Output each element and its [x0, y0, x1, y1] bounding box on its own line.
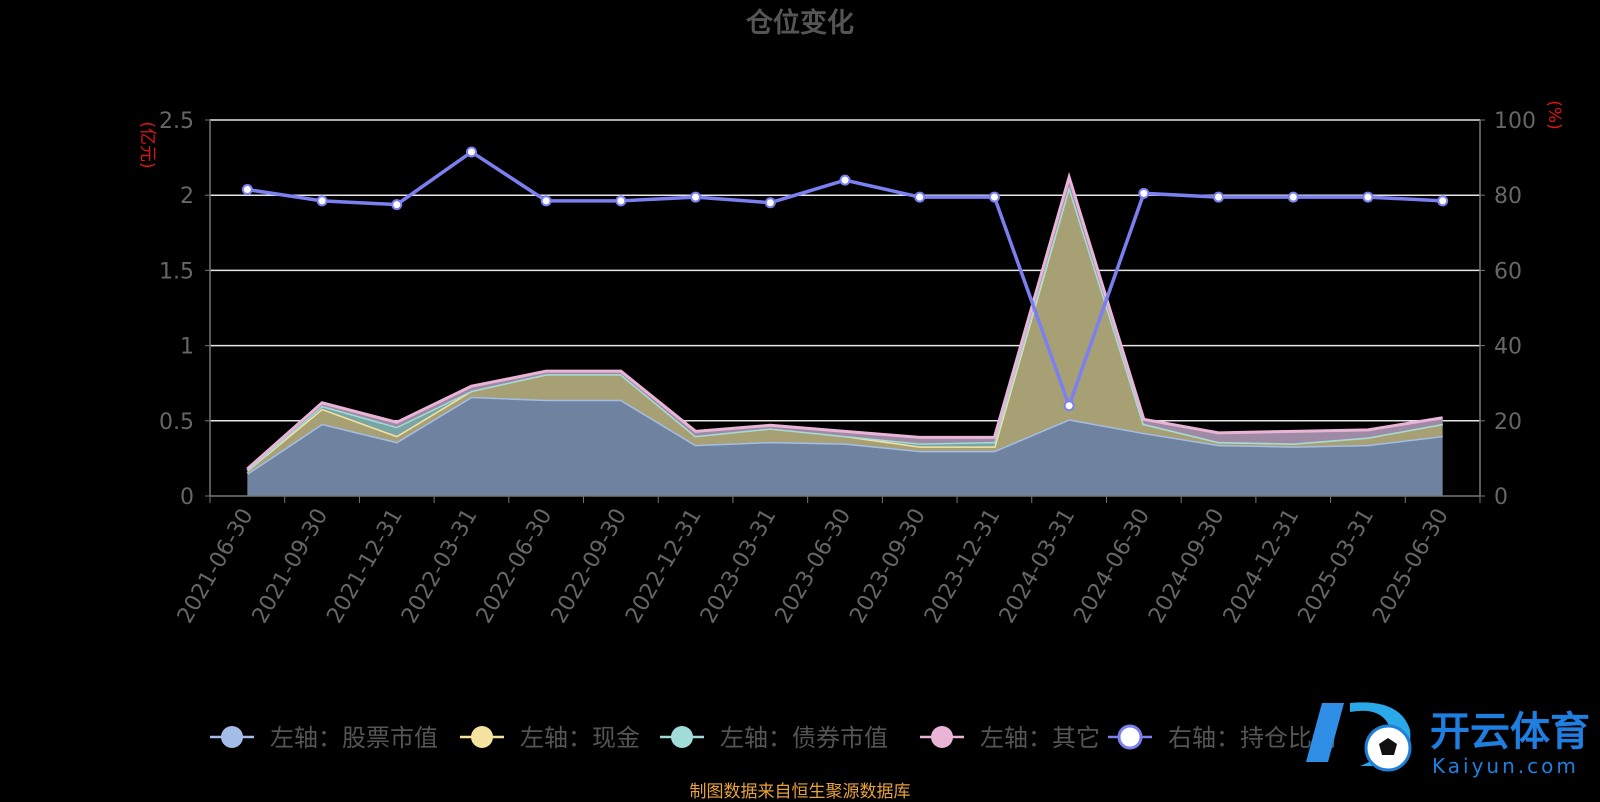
point-右轴：持仓比例	[764, 197, 776, 209]
legend-marker-swatch	[1117, 724, 1143, 750]
point-右轴：持仓比例	[1287, 191, 1299, 203]
x-tick-label: 2023-03-31	[696, 505, 782, 628]
legend-label: 左轴：债券市值	[720, 724, 888, 752]
point-右轴：持仓比例	[690, 191, 702, 203]
legend-label: 左轴：其它	[980, 724, 1100, 752]
point-右轴：持仓比例	[540, 195, 552, 207]
right-tick-label: 80	[1494, 184, 1522, 209]
x-tick-label: 2024-12-31	[1219, 505, 1305, 628]
x-tick-label: 2025-06-30	[1368, 505, 1454, 628]
brand-watermark: 开云体育 Kaiyun.com	[1306, 702, 1590, 778]
point-右轴：持仓比例	[391, 199, 403, 211]
x-tick-label: 2022-09-30	[546, 505, 632, 628]
x-tick-label: 2021-06-30	[173, 505, 259, 628]
point-右轴：持仓比例	[1063, 400, 1075, 412]
point-右轴：持仓比例	[1362, 191, 1374, 203]
x-tick-label: 2023-06-30	[771, 505, 857, 628]
left-tick-label: 2	[180, 184, 194, 209]
x-tick-label: 2022-03-31	[397, 505, 483, 628]
source-note: 制图数据来自恒生聚源数据库	[689, 782, 911, 802]
left-axis-unit: (亿元)	[137, 121, 157, 168]
legend-marker-swatch	[471, 726, 493, 748]
left-tick-label: 1.5	[159, 259, 194, 284]
legend-marker-swatch	[221, 726, 243, 748]
point-右轴：持仓比例	[241, 184, 253, 196]
area-左轴：股票市值	[247, 396, 1443, 496]
point-右轴：持仓比例	[465, 146, 477, 158]
right-tick-label: 100	[1494, 109, 1536, 134]
brand-logo-icon	[1306, 702, 1412, 772]
area-左轴：现金	[247, 186, 1443, 474]
legend-label: 右轴：持仓比例	[1168, 724, 1336, 752]
right-axis-unit: (%)	[1544, 100, 1564, 129]
point-右轴：持仓比例	[1138, 187, 1150, 199]
point-右轴：持仓比例	[615, 195, 627, 207]
legend-marker-swatch	[671, 726, 693, 748]
point-右轴：持仓比例	[1437, 195, 1449, 207]
x-tick-label: 2024-09-30	[1144, 505, 1230, 628]
x-tick-label: 2023-12-31	[920, 505, 1006, 628]
left-tick-label: 0.5	[159, 410, 194, 435]
left-tick-label: 0	[180, 485, 194, 510]
right-tick-label: 20	[1494, 410, 1522, 435]
x-tick-label: 2022-12-31	[621, 505, 707, 628]
x-tick-label: 2021-09-30	[248, 505, 334, 628]
left-tick-label: 2.5	[159, 109, 194, 134]
x-tick-label: 2022-06-30	[472, 505, 558, 628]
right-tick-label: 60	[1494, 259, 1522, 284]
point-右轴：持仓比例	[316, 195, 328, 207]
x-tick-label: 2025-03-31	[1294, 505, 1380, 628]
point-右轴：持仓比例	[914, 191, 926, 203]
brand-domain: Kaiyun.com	[1432, 754, 1579, 778]
line-左轴：其它	[246, 171, 1443, 471]
x-tick-label: 2021-12-31	[322, 505, 408, 628]
point-右轴：持仓比例	[839, 174, 851, 186]
legend-label: 左轴：现金	[520, 724, 640, 752]
left-tick-label: 1	[180, 335, 194, 360]
brand-name: 开云体育	[1430, 709, 1590, 755]
x-tick-label: 2024-06-30	[1069, 505, 1155, 628]
chart-title: 仓位变化	[745, 7, 854, 39]
right-tick-label: 0	[1494, 485, 1508, 510]
legend-marker-swatch	[931, 726, 953, 748]
line-右轴：持仓比例	[247, 149, 1443, 411]
x-tick-label: 2023-09-30	[845, 505, 931, 628]
right-tick-label: 40	[1494, 335, 1522, 360]
x-tick-label: 2024-03-31	[995, 505, 1081, 628]
point-右轴：持仓比例	[1213, 191, 1225, 203]
point-右轴：持仓比例	[988, 191, 1000, 203]
legend-label: 左轴：股票市值	[270, 724, 438, 752]
